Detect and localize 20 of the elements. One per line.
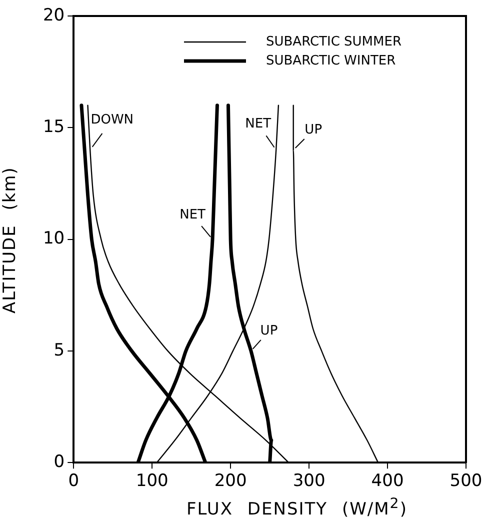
annotation: NET [180, 208, 206, 223]
y-axis-title: ALTITUDE (km) [0, 166, 20, 316]
annotation: DOWN [90, 112, 134, 128]
x-tick-label: 400 [371, 471, 404, 492]
y-tick-label: 20 [42, 5, 65, 26]
x-tick-label: 100 [136, 471, 168, 492]
annotation: NET [245, 116, 272, 132]
y-tick-label: 0 [54, 452, 65, 472]
y-tick-label: 15 [42, 117, 65, 138]
x-tick-label: 200 [214, 471, 247, 492]
legend-label: SUBARCTIC SUMMER [266, 34, 402, 50]
x-tick-label: 500 [450, 471, 482, 492]
annotation: UP [304, 122, 322, 138]
x-axis-title: FLUX DENSITY (W/M$^{2}$) [186, 496, 408, 520]
y-tick-label: 10 [42, 228, 65, 249]
y-tick-label: 5 [54, 340, 65, 360]
x-tick-label: 300 [292, 471, 326, 492]
annotation: UP [260, 323, 278, 338]
x-tick-label: 0 [68, 471, 80, 492]
legend-label: SUBARCTIC WINTER [266, 53, 396, 68]
